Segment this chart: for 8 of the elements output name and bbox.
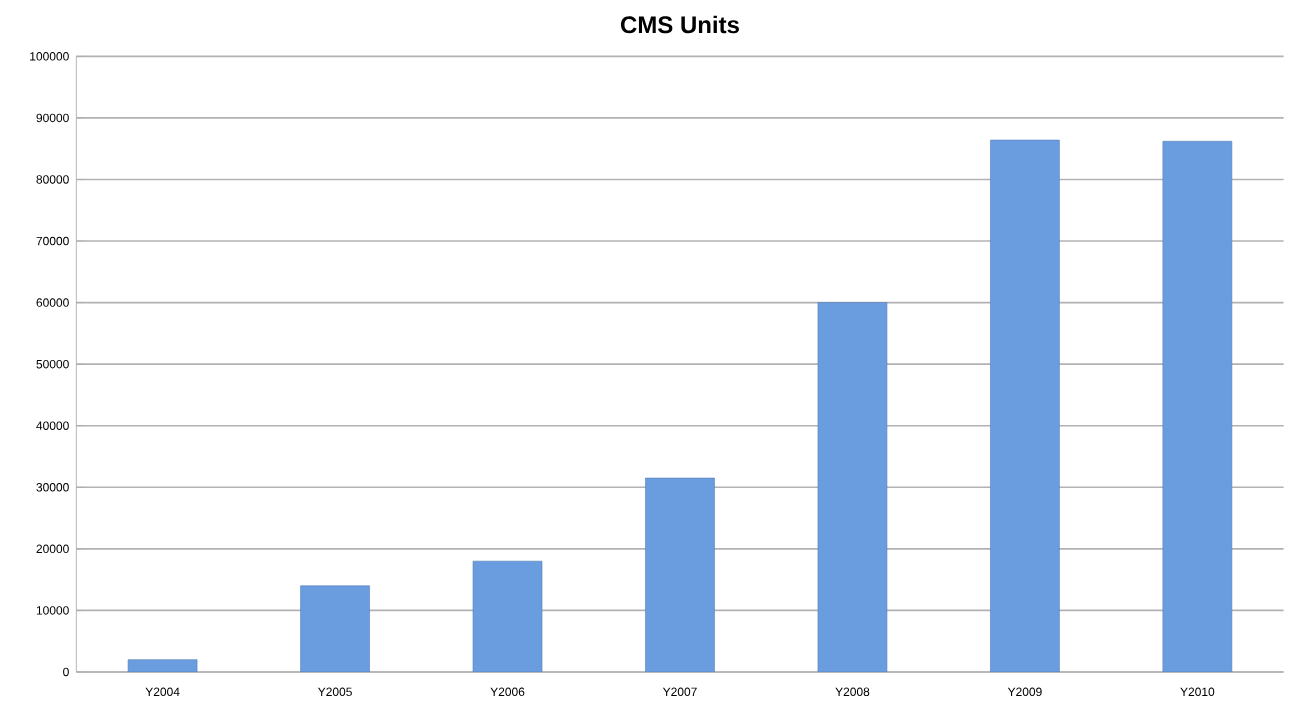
bar [300,585,370,672]
bar [645,477,715,672]
bar [1162,140,1233,672]
bar [817,302,888,672]
bar [472,560,543,672]
bar [990,139,1060,672]
bar [127,659,198,672]
chart-title: CMS Units [620,15,739,34]
